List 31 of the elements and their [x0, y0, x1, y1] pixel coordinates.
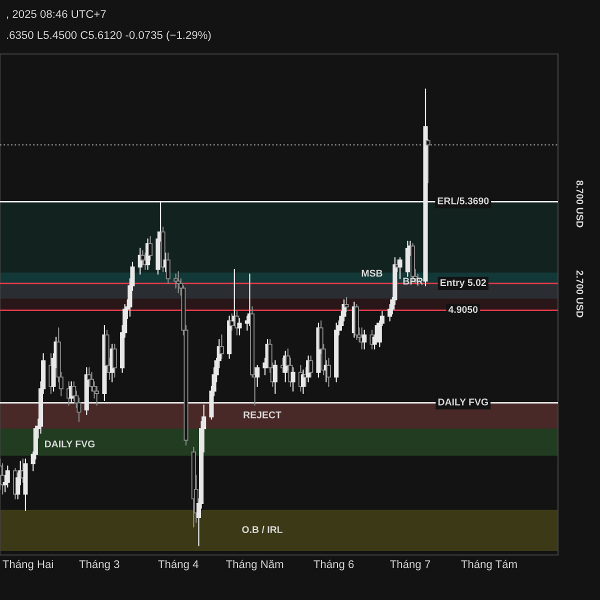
candlestick: [362, 330, 367, 350]
text: 2.700 USD: [576, 270, 584, 318]
text: 8.700 USD: [576, 180, 584, 228]
candlestick: [290, 367, 296, 392]
annotation: DAILY FVG: [45, 440, 95, 448]
candlestick: [112, 344, 117, 378]
x-tick-label: Tháng Năm: [226, 560, 284, 570]
x-tick-label: Tháng 4: [158, 560, 198, 570]
candlestick: [308, 355, 314, 378]
x-tick-label: Tháng 3: [79, 560, 120, 570]
ref-line-label: ERL/5.3690: [438, 197, 489, 204]
x-tick-label: Tháng Hai: [2, 560, 53, 570]
candlestick: [237, 318, 242, 336]
candlestick: [255, 364, 260, 387]
candlestick: [219, 334, 224, 359]
ref-line-label: DAILY FVG: [438, 398, 488, 406]
band-label: REJECT: [244, 411, 282, 418]
ref-line-label: 4.9050: [448, 306, 478, 313]
chart-subtitle: .6350 L5.4500 C5.6120 -0.0735 (−1.29%): [7, 30, 211, 42]
candlestick: [405, 240, 410, 277]
candlestick: [176, 271, 181, 294]
annotation: MSB: [362, 270, 382, 277]
x-tick-label: Tháng 7: [390, 560, 430, 570]
candlestick: [300, 369, 306, 394]
ref-line-label: Entry 5.02: [440, 279, 486, 288]
candlestick: [344, 296, 349, 312]
chart-title: , 2025 08:46 UTC+7: [7, 10, 106, 20]
candlestick: [148, 236, 153, 261]
band-label: O.B / IRL: [242, 526, 282, 534]
x-tick-label: Tháng 6: [314, 560, 354, 570]
x-tick-label: Tháng Tám: [461, 560, 517, 570]
